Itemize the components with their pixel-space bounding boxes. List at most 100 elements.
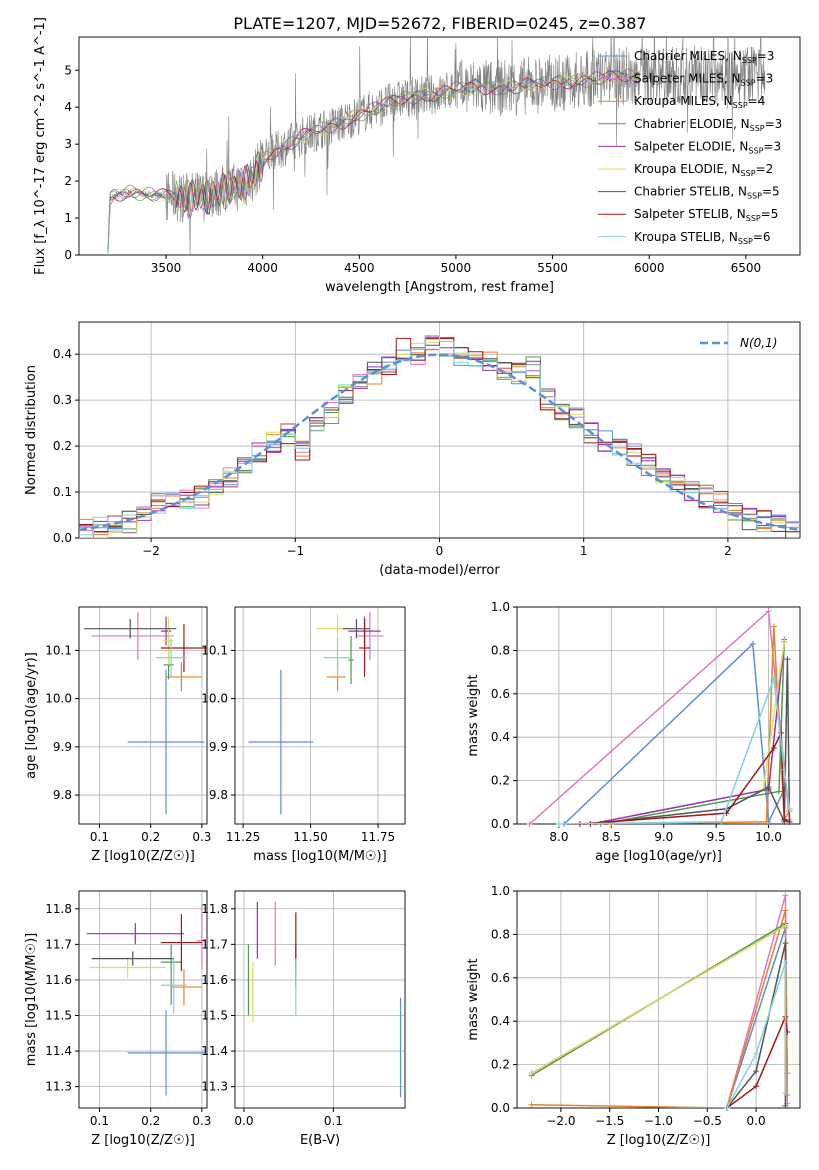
x-axis-label: Z [log10(Z/Z☉)]: [91, 849, 195, 864]
x-axis-label: E(B-V): [300, 1133, 340, 1148]
x-tick-label: 5000: [441, 261, 472, 275]
weight-point: [781, 638, 788, 645]
axes-frame: [78, 606, 208, 825]
weight-point: [528, 1070, 535, 1077]
x-tick-label: 0.3: [192, 830, 211, 844]
x-tick-label: −2.0: [546, 1114, 575, 1128]
weight-point: [778, 729, 785, 736]
x-tick-label: −1.5: [595, 1114, 624, 1128]
weight-point: [782, 922, 789, 929]
age_vs_mass-axes: 11.25 11.50 11.75 9.8 9.9 10.0 10.1 mass [log10…: [201, 606, 406, 864]
y-tick-label: 0.6: [491, 971, 510, 985]
legend-label: Salpeter STELIB, NSSP=5: [634, 207, 778, 223]
spectrum-model-line: [107, 70, 640, 255]
x-tick-label: 9.0: [654, 830, 673, 844]
x-axis-label: Z [log10(Z/Z☉)]: [607, 1133, 711, 1148]
age_vs_Z-axes: 0.1 0.2 0.3 9.8 9.9 10.0 10.1 Z [log10(Z/Z☉)] ag…: [24, 606, 211, 864]
y-tick-label: 2: [64, 174, 72, 188]
weight-point: [770, 675, 777, 682]
y-tick-label: 1: [64, 211, 72, 225]
y-axis-label: Normed distribution: [24, 365, 39, 495]
weight-point: [753, 1083, 760, 1090]
y-tick-label: 9.8: [53, 788, 72, 802]
weight-point: [753, 1068, 760, 1075]
y-tick-label: 11.6: [201, 973, 228, 987]
weight-point: [765, 608, 772, 615]
x-tick-label: 9.5: [707, 830, 726, 844]
x-tick-label: 11.25: [226, 830, 260, 844]
legend-label: Chabrier ELODIE, NSSP=3: [634, 117, 782, 133]
y-tick-label: 0.2: [491, 1058, 510, 1072]
axes-frame: [234, 606, 406, 825]
figure-title: PLATE=1207, MJD=52672, FIBERID=0245, z=0…: [233, 14, 646, 33]
weight-point: [749, 640, 756, 647]
weight-point: [782, 959, 789, 966]
x-axis-label: (data-model)/error: [379, 563, 500, 578]
x-tick-label: 0.1: [90, 1114, 109, 1128]
x-tick-label: 0.1: [324, 1114, 343, 1128]
y-tick-label: 0.2: [491, 774, 510, 788]
normal-curve: [79, 353, 800, 532]
weight-point: [782, 940, 789, 947]
weight-point: [784, 656, 791, 663]
legend-label: Chabrier STELIB, NSSP=5: [634, 185, 780, 201]
weight-point: [763, 818, 770, 825]
y-tick-label: 11.7: [45, 937, 72, 951]
weight-series-line: [726, 1014, 789, 1108]
x-tick-label: −1: [286, 544, 304, 558]
x-tick-label: 2: [724, 544, 732, 558]
y-tick-label: 0.8: [491, 927, 510, 941]
x-tick-label: −1.0: [644, 1114, 673, 1128]
y-tick-label: 0.4: [491, 730, 510, 744]
y-tick-label: 11.3: [45, 1080, 72, 1094]
x-tick-label: 0.0: [747, 1114, 766, 1128]
x-tick-label: 0.2: [141, 830, 160, 844]
x-tick-label: 10.0: [755, 830, 782, 844]
weight-point: [781, 816, 788, 823]
y-tick-label: 11.8: [201, 902, 228, 916]
y-tick-label: 11.8: [45, 902, 72, 916]
weight-point: [770, 623, 777, 630]
y-tick-label: 10.1: [45, 643, 72, 657]
weight-series-line: [531, 925, 786, 1074]
weight-series-line: [590, 659, 791, 824]
y-tick-label: 4: [64, 100, 72, 114]
x-tick-label: 5500: [537, 261, 568, 275]
x-tick-label: 11.50: [293, 830, 327, 844]
x-tick-label: −2: [142, 544, 160, 558]
y-tick-label: 11.5: [45, 1009, 72, 1023]
x-tick-label: 0.2: [141, 1114, 160, 1128]
weight-series-line: [762, 641, 786, 790]
weight-point: [718, 818, 725, 825]
y-tick-label: 0.3: [53, 393, 72, 407]
y-axis-label: mass [log10(M/M☉)]: [24, 933, 39, 1066]
weight-point: [782, 1089, 789, 1096]
y-tick-label: 9.8: [209, 788, 228, 802]
y-tick-label: 11.4: [201, 1044, 228, 1058]
y-tick-label: 11.4: [45, 1044, 72, 1058]
y-tick-label: 11.5: [201, 1009, 228, 1023]
y-tick-label: 5: [64, 63, 72, 77]
weight-point: [526, 821, 533, 827]
y-tick-label: 0.0: [491, 817, 510, 831]
x-tick-label: 6500: [731, 261, 762, 275]
weight-point: [781, 766, 788, 773]
mass_vs_ebv-axes: 0.0 0.1 11.3 11.4 11.5 11.6 11.7 11.8 E(B-V): [201, 890, 406, 1148]
weight-point: [782, 892, 789, 899]
weight-series-line: [531, 910, 789, 1108]
x-axis-label: Z [log10(Z/Z☉)]: [91, 1133, 195, 1148]
weight-series-line: [558, 678, 791, 824]
spectrum-axes: 3500 4000 4500 5000 5500 6000 6500 0 1 2 3 4 5 wavele…: [33, 17, 801, 295]
y-tick-label: 0.2: [53, 439, 72, 453]
axes-frame: [78, 36, 801, 256]
y-tick-label: 3: [64, 137, 72, 151]
weight-series-line: [600, 639, 786, 824]
legend-label: Kroupa MILES, NSSP=4: [634, 94, 765, 110]
y-tick-label: 10.0: [45, 692, 72, 706]
legend-label: N(0,1): [740, 336, 777, 350]
y-axis-label: age [log10(age/yr)]: [24, 652, 39, 779]
weight_vs_age-axes: 8.0 8.5 9.0 9.5 10.0 0.0 0.2 0.4 0.6 0.8 1.0 age [l…: [466, 600, 801, 864]
y-axis-label: Flux [f_λ 10^-17 erg cm^-2 s^-1 A^-1]: [33, 17, 48, 275]
legend-label: Kroupa ELODIE, NSSP=2: [634, 162, 773, 178]
y-tick-label: 1.0: [491, 884, 510, 898]
